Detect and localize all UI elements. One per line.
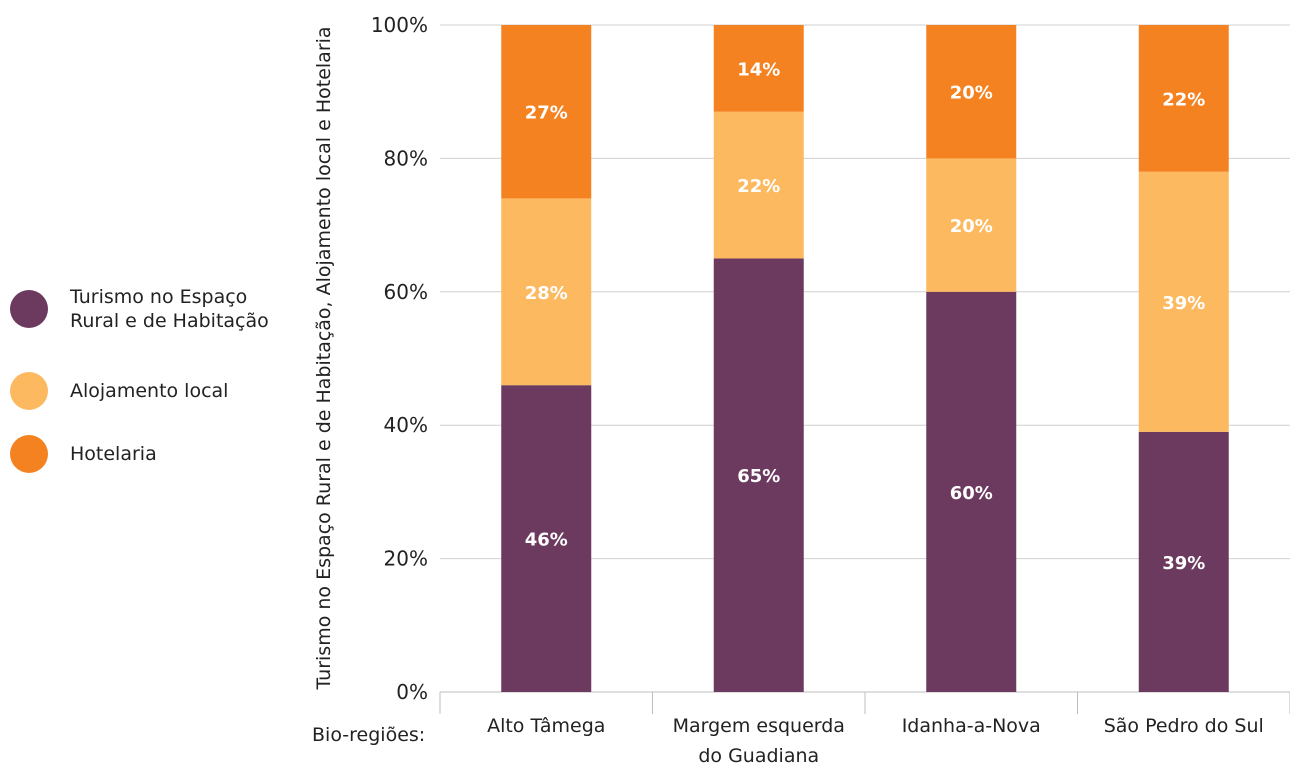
legend-swatch <box>10 290 48 328</box>
bar-segment <box>1138 171 1229 432</box>
x-tick-label: Idanha-a-Nova <box>902 715 1041 737</box>
bar-segment <box>1138 431 1229 692</box>
legend-item: Turismo no Espaço Rural e de Habitação <box>10 285 269 333</box>
x-tick-label: São Pedro do Sul <box>1104 715 1264 737</box>
x-tick-label: do Guadiana <box>698 745 819 765</box>
bar-segment <box>501 198 592 386</box>
data-label: 39% <box>1162 553 1205 574</box>
legend-item: Alojamento local <box>10 372 228 410</box>
y-tick-label: 0% <box>396 680 428 704</box>
legend-label: Turismo no Espaço Rural e de Habitação <box>70 286 269 332</box>
y-tick-label: 100% <box>371 13 428 37</box>
data-label: 14% <box>737 59 780 80</box>
data-label: 28% <box>525 283 568 304</box>
bar-segment <box>501 25 592 199</box>
bar-segment <box>926 25 1017 159</box>
y-axis-title: Turismo no Espaço Rural e de Habitação, … <box>313 26 335 690</box>
legend-swatch <box>10 435 48 473</box>
data-label: 65% <box>737 466 780 487</box>
legend-swatch <box>10 372 48 410</box>
data-label: 20% <box>950 216 993 237</box>
y-tick-label: 60% <box>384 280 428 304</box>
legend-label: Alojamento local <box>70 380 229 402</box>
y-tick-label: 20% <box>384 547 428 571</box>
bar-segment <box>713 258 804 692</box>
bar-segment <box>926 158 1017 292</box>
x-axis-title: Bio-regiões: <box>312 724 426 746</box>
y-tick-label: 80% <box>384 146 428 170</box>
y-tick-label: 40% <box>384 413 428 437</box>
bar-segment <box>1138 25 1229 172</box>
bar-segment <box>713 111 804 259</box>
data-label: 22% <box>737 176 780 197</box>
data-label: 39% <box>1162 293 1205 314</box>
x-tick-label: Alto Tâmega <box>487 715 605 737</box>
legend-label: Hotelaria <box>70 443 157 465</box>
data-label: 27% <box>525 103 568 124</box>
data-label: 46% <box>525 530 568 551</box>
x-tick-label: Margem esquerda <box>673 715 845 737</box>
bar-segment <box>713 25 804 112</box>
bar-segment <box>926 291 1017 692</box>
legend-item: Hotelaria <box>10 435 157 473</box>
data-label: 60% <box>950 483 993 504</box>
data-label: 22% <box>1162 89 1205 110</box>
bar-segment <box>501 385 592 692</box>
data-label: 20% <box>950 83 993 104</box>
